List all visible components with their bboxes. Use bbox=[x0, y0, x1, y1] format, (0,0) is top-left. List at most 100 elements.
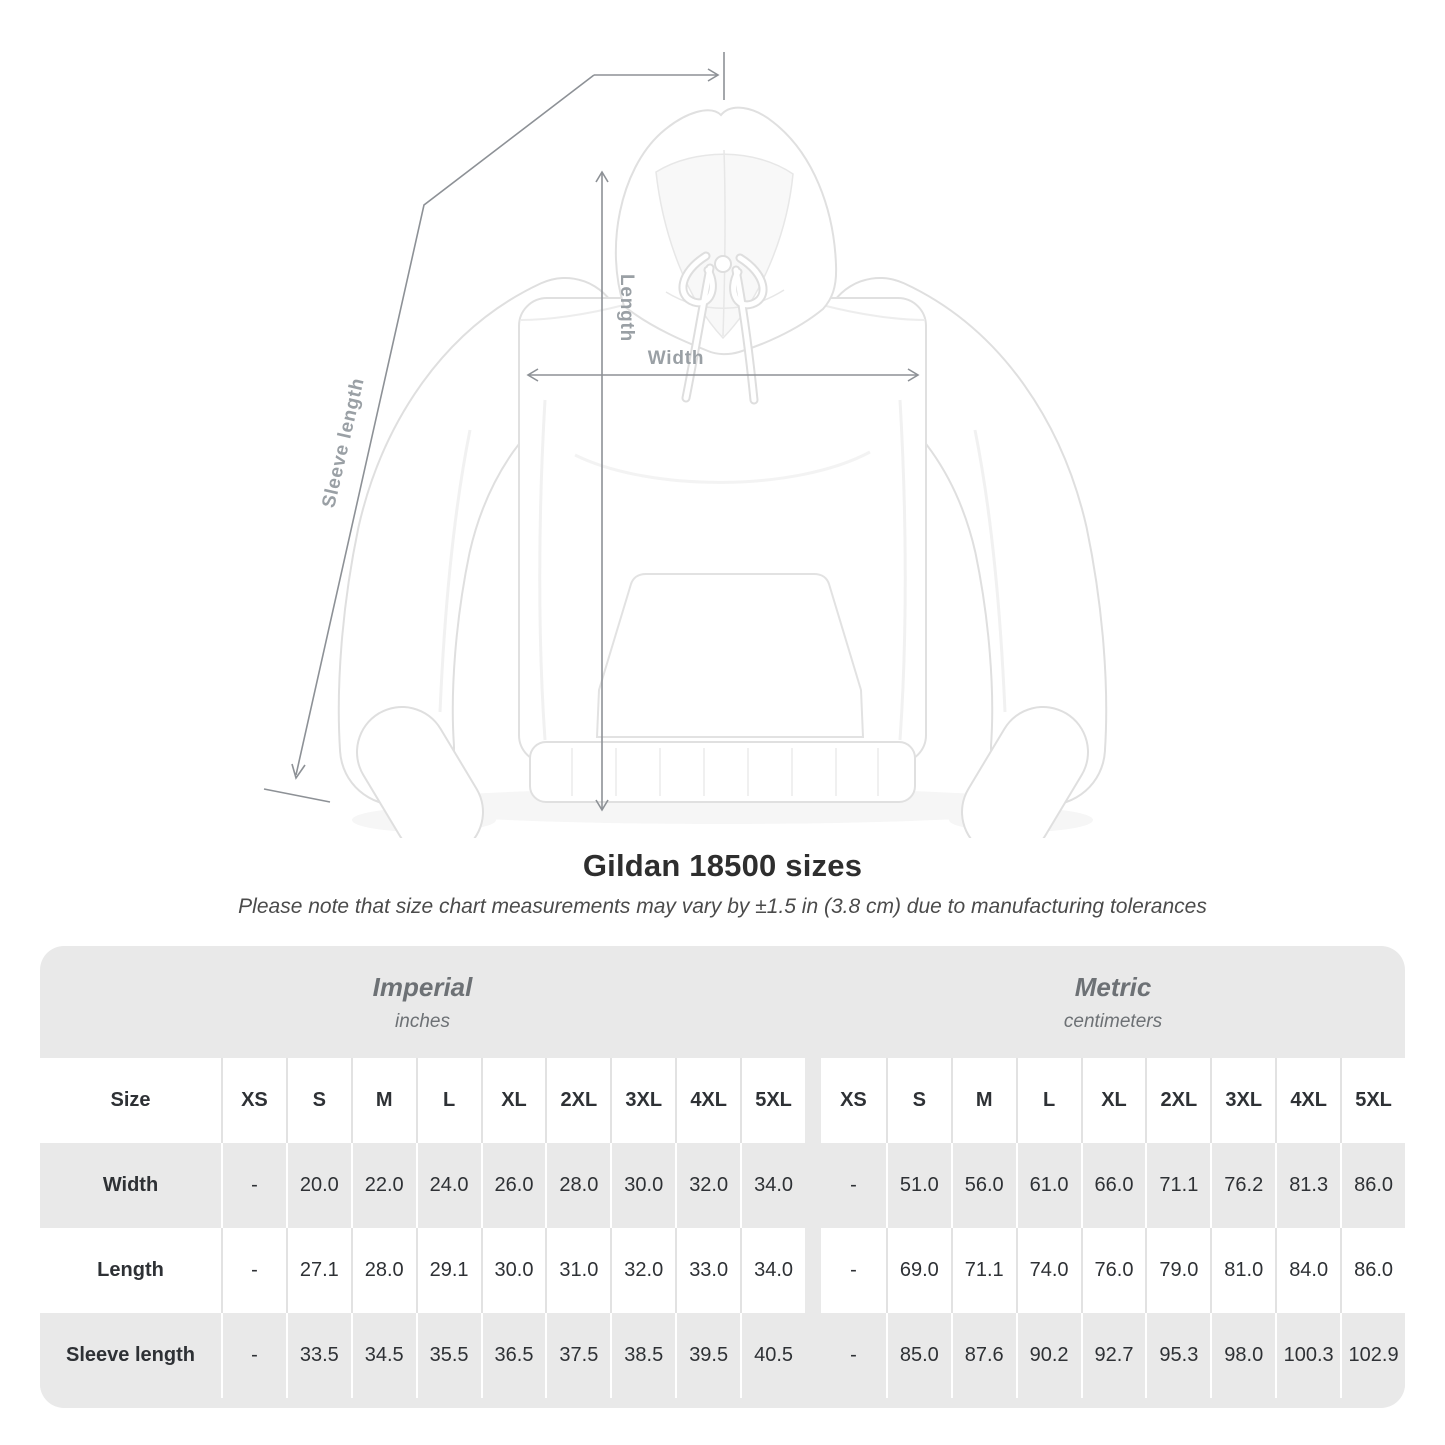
page-title: Gildan 18500 sizes bbox=[582, 848, 863, 883]
value-cell-metric-l: 61.0 bbox=[1015, 1143, 1081, 1228]
size-header-imperial-4xl: 4XL bbox=[675, 1058, 740, 1143]
value-cell-imperial-xl: 30.0 bbox=[480, 1228, 546, 1313]
row-label: Width bbox=[102, 1174, 159, 1196]
arrow-right-icon bbox=[907, 368, 920, 382]
size-header-metric-2xl: 2XL bbox=[1145, 1058, 1210, 1143]
value-cell-metric-m: 87.6 bbox=[950, 1313, 1016, 1398]
value-cell-metric-2xl: 79.0 bbox=[1145, 1228, 1210, 1313]
imperial-name: Imperial bbox=[372, 971, 473, 1002]
value-cell-imperial-2xl: 37.5 bbox=[545, 1313, 610, 1398]
value-cell-metric-s: 69.0 bbox=[885, 1228, 951, 1313]
size-header-imperial-xl: XL bbox=[480, 1058, 546, 1143]
table-row-sleeve-length: Sleeve length -33.5 34.5 35.5 36.5 37.5 38.5 39… bbox=[40, 1313, 1405, 1398]
value-cell-metric-5xl: 86.0 bbox=[1340, 1228, 1405, 1313]
size-column-header: Size bbox=[110, 1089, 151, 1111]
size-chart-table: Imperial inches Metric centimeters Size X… bbox=[40, 946, 1405, 1408]
value-cell-metric-xl: 66.0 bbox=[1080, 1143, 1146, 1228]
value-cell-metric-2xl: 95.3 bbox=[1145, 1313, 1210, 1398]
value-cell-imperial-2xl: 28.0 bbox=[545, 1143, 610, 1228]
sleeve-length-dimension-line bbox=[263, 52, 725, 803]
hood-drawstrings bbox=[678, 251, 768, 405]
title-block: Gildan 18500 sizes Please note that size… bbox=[0, 848, 1445, 919]
arrow-up-icon bbox=[595, 170, 609, 183]
imperial-header: Imperial inches bbox=[40, 946, 805, 1058]
value-cell-metric-2xl: 71.1 bbox=[1145, 1143, 1210, 1228]
width-dimension-line bbox=[526, 368, 920, 382]
size-header-metric-s: S bbox=[885, 1058, 951, 1143]
value-cell-metric-xs: - bbox=[850, 1259, 857, 1281]
size-header-metric-4xl: 4XL bbox=[1275, 1058, 1340, 1143]
value-cell-metric-xl: 76.0 bbox=[1080, 1228, 1146, 1313]
value-cell-imperial-s: 33.5 bbox=[285, 1313, 351, 1398]
value-cell-metric-s: 51.0 bbox=[885, 1143, 951, 1228]
value-cell-imperial-4xl: 39.5 bbox=[675, 1313, 740, 1398]
metric-header: Metric centimeters bbox=[821, 946, 1405, 1058]
value-cell-imperial-xs: - bbox=[221, 1143, 286, 1228]
dimension-end-tick bbox=[263, 788, 331, 803]
size-header-metric-5xl: 5XL bbox=[1340, 1058, 1405, 1143]
value-cell-imperial-3xl: 32.0 bbox=[610, 1228, 675, 1313]
value-cell-imperial-xl: 36.5 bbox=[480, 1313, 546, 1398]
hoodie-diagram-svg: Sleeve length Length Width bbox=[263, 52, 1108, 838]
system-divider bbox=[804, 1313, 821, 1398]
arrow-down-icon bbox=[291, 763, 306, 780]
value-cell-metric-xs: - bbox=[850, 1344, 857, 1366]
value-cell-metric-4xl: 81.3 bbox=[1275, 1143, 1340, 1228]
value-cell-imperial-s: 27.1 bbox=[285, 1228, 351, 1313]
value-cell-metric-5xl: 102.9 bbox=[1340, 1313, 1405, 1398]
value-cell-metric-l: 90.2 bbox=[1015, 1313, 1081, 1398]
sleeve-length-label: Sleeve length bbox=[318, 376, 368, 510]
size-header-metric-3xl: 3XL bbox=[1210, 1058, 1275, 1143]
system-divider bbox=[804, 1228, 821, 1313]
value-cell-imperial-5xl: 34.0 bbox=[740, 1228, 805, 1313]
size-header-imperial-2xl: 2XL bbox=[545, 1058, 610, 1143]
value-cell-imperial-4xl: 32.0 bbox=[675, 1143, 740, 1228]
length-label: Length bbox=[616, 274, 637, 342]
value-cell-imperial-m: 34.5 bbox=[350, 1313, 416, 1398]
hoodie-size-diagram: Sleeve length Length Width bbox=[263, 52, 1108, 838]
size-header-imperial-3xl: 3XL bbox=[610, 1058, 675, 1143]
value-cell-imperial-l: 24.0 bbox=[415, 1143, 481, 1228]
width-label: Width bbox=[648, 348, 705, 369]
value-cell-imperial-xl: 26.0 bbox=[480, 1143, 546, 1228]
value-cell-metric-s: 85.0 bbox=[885, 1313, 951, 1398]
value-cell-metric-m: 56.0 bbox=[950, 1143, 1016, 1228]
value-cell-imperial-xs: - bbox=[221, 1313, 286, 1398]
size-header-metric-xl: XL bbox=[1080, 1058, 1146, 1143]
size-header-imperial-5xl: 5XL bbox=[740, 1058, 805, 1143]
metric-name: Metric bbox=[1074, 971, 1152, 1002]
value-cell-imperial-3xl: 38.5 bbox=[610, 1313, 675, 1398]
system-divider bbox=[804, 1143, 821, 1228]
size-header-imperial-m: M bbox=[350, 1058, 416, 1143]
value-cell-metric-4xl: 100.3 bbox=[1275, 1313, 1340, 1398]
value-cell-imperial-l: 35.5 bbox=[415, 1313, 481, 1398]
value-cell-imperial-2xl: 31.0 bbox=[545, 1228, 610, 1313]
size-header-metric-m: M bbox=[950, 1058, 1016, 1143]
value-cell-metric-xl: 92.7 bbox=[1080, 1313, 1146, 1398]
value-cell-metric-xs: - bbox=[850, 1174, 857, 1196]
size-header-row: Size XS S M L XL 2XL 3XL 4XL 5XL XS S M L XL 2XL 3XL 4XL 5… bbox=[40, 1058, 1405, 1143]
row-label: Length bbox=[97, 1259, 164, 1281]
table-row-width: Width -20.0 22.0 24.0 26.0 28.0 30.0 32.0 34.0-5… bbox=[40, 1143, 1405, 1228]
unit-system-header-row: Imperial inches Metric centimeters bbox=[40, 946, 1405, 1058]
arrow-down-icon bbox=[595, 799, 609, 812]
value-cell-imperial-5xl: 40.5 bbox=[740, 1313, 805, 1398]
value-cell-metric-3xl: 98.0 bbox=[1210, 1313, 1275, 1398]
value-cell-imperial-m: 28.0 bbox=[350, 1228, 416, 1313]
value-cell-metric-m: 71.1 bbox=[950, 1228, 1016, 1313]
size-header-imperial-xs: XS bbox=[221, 1058, 286, 1143]
value-cell-imperial-xs: - bbox=[221, 1228, 286, 1313]
size-header-imperial-l: L bbox=[415, 1058, 481, 1143]
page-subtitle: Please note that size chart measurements… bbox=[238, 895, 1207, 918]
system-divider bbox=[805, 946, 821, 1058]
value-cell-metric-5xl: 86.0 bbox=[1340, 1143, 1405, 1228]
value-cell-metric-3xl: 81.0 bbox=[1210, 1228, 1275, 1313]
value-cell-imperial-m: 22.0 bbox=[350, 1143, 416, 1228]
value-cell-imperial-l: 29.1 bbox=[415, 1228, 481, 1313]
table-row-length: Length -27.1 28.0 29.1 30.0 31.0 32.0 33.0 34.0-… bbox=[40, 1228, 1405, 1313]
size-header-metric-xs: XS bbox=[840, 1089, 867, 1111]
metric-unit: centimeters bbox=[1063, 1010, 1163, 1032]
arrow-right-icon bbox=[707, 68, 720, 82]
length-dimension-line bbox=[595, 170, 609, 812]
hoodie-illustration bbox=[337, 106, 1108, 838]
